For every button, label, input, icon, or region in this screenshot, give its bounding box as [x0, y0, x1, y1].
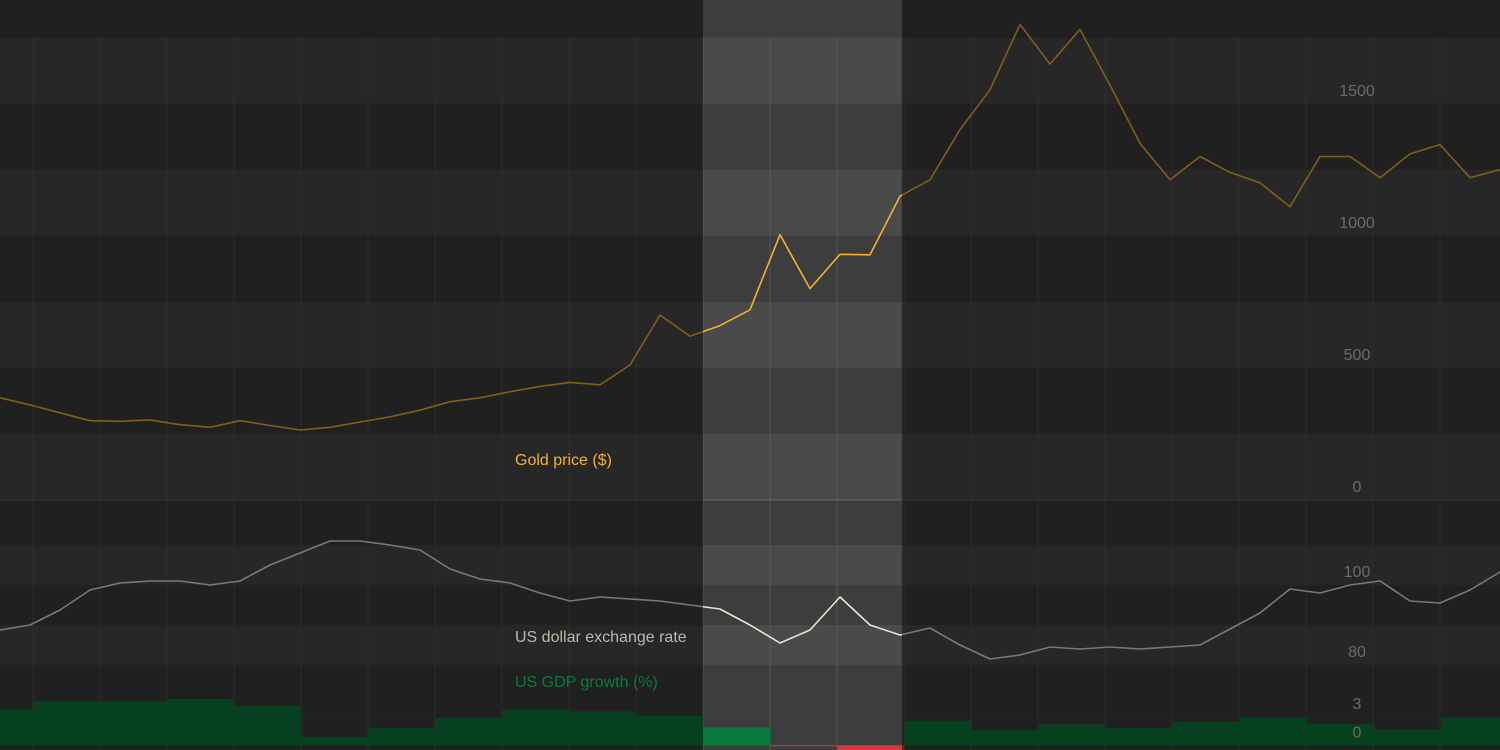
bar: [770, 745, 838, 747]
band: [0, 301, 1500, 368]
y-tick-label: 100: [1344, 564, 1371, 581]
y-tick-label: 1000: [1339, 215, 1375, 232]
band: [0, 433, 1500, 500]
bar: [971, 730, 1039, 746]
bar: [1172, 721, 1240, 746]
bar: [1239, 717, 1307, 746]
y-tick-label: 0: [1353, 724, 1362, 741]
bar: [1374, 729, 1442, 746]
y-tick-label: 0: [1353, 479, 1362, 496]
marks: [0, 23, 1500, 750]
bar: [1441, 716, 1500, 746]
bar: [234, 705, 302, 746]
series-label: Gold price ($): [515, 452, 612, 469]
bar: [636, 716, 704, 746]
bar: [301, 736, 369, 746]
bar: [502, 709, 570, 746]
bar: [837, 745, 905, 750]
line: [0, 23, 1500, 431]
band: [0, 37, 1500, 104]
bar: [435, 717, 503, 746]
dim-overlay: [902, 0, 1500, 750]
y-tick-label: 500: [1344, 347, 1371, 364]
bar: [0, 709, 34, 746]
y-tick-label: 3: [1353, 696, 1362, 713]
bar: [368, 728, 436, 746]
line: [0, 540, 1500, 660]
band: [0, 545, 1500, 585]
bar: [1105, 728, 1173, 746]
bar: [569, 711, 637, 746]
series-label: US GDP growth (%): [515, 674, 658, 691]
bar: [33, 700, 101, 746]
bar: [904, 720, 972, 746]
band: [0, 625, 1500, 665]
bar: [167, 699, 235, 746]
dim-overlay: [0, 0, 703, 750]
bar: [1307, 723, 1375, 746]
bar: [100, 700, 168, 746]
bar: [1038, 724, 1106, 746]
series-label: US dollar exchange rate: [515, 629, 687, 646]
bar: [703, 727, 771, 746]
y-tick-label: 80: [1348, 644, 1366, 661]
labels: 0 500 1000 1500 Gold price ($) 80 100 US dollar…: [515, 83, 1375, 742]
y-tick-label: 1500: [1339, 83, 1375, 100]
band: [0, 169, 1500, 236]
